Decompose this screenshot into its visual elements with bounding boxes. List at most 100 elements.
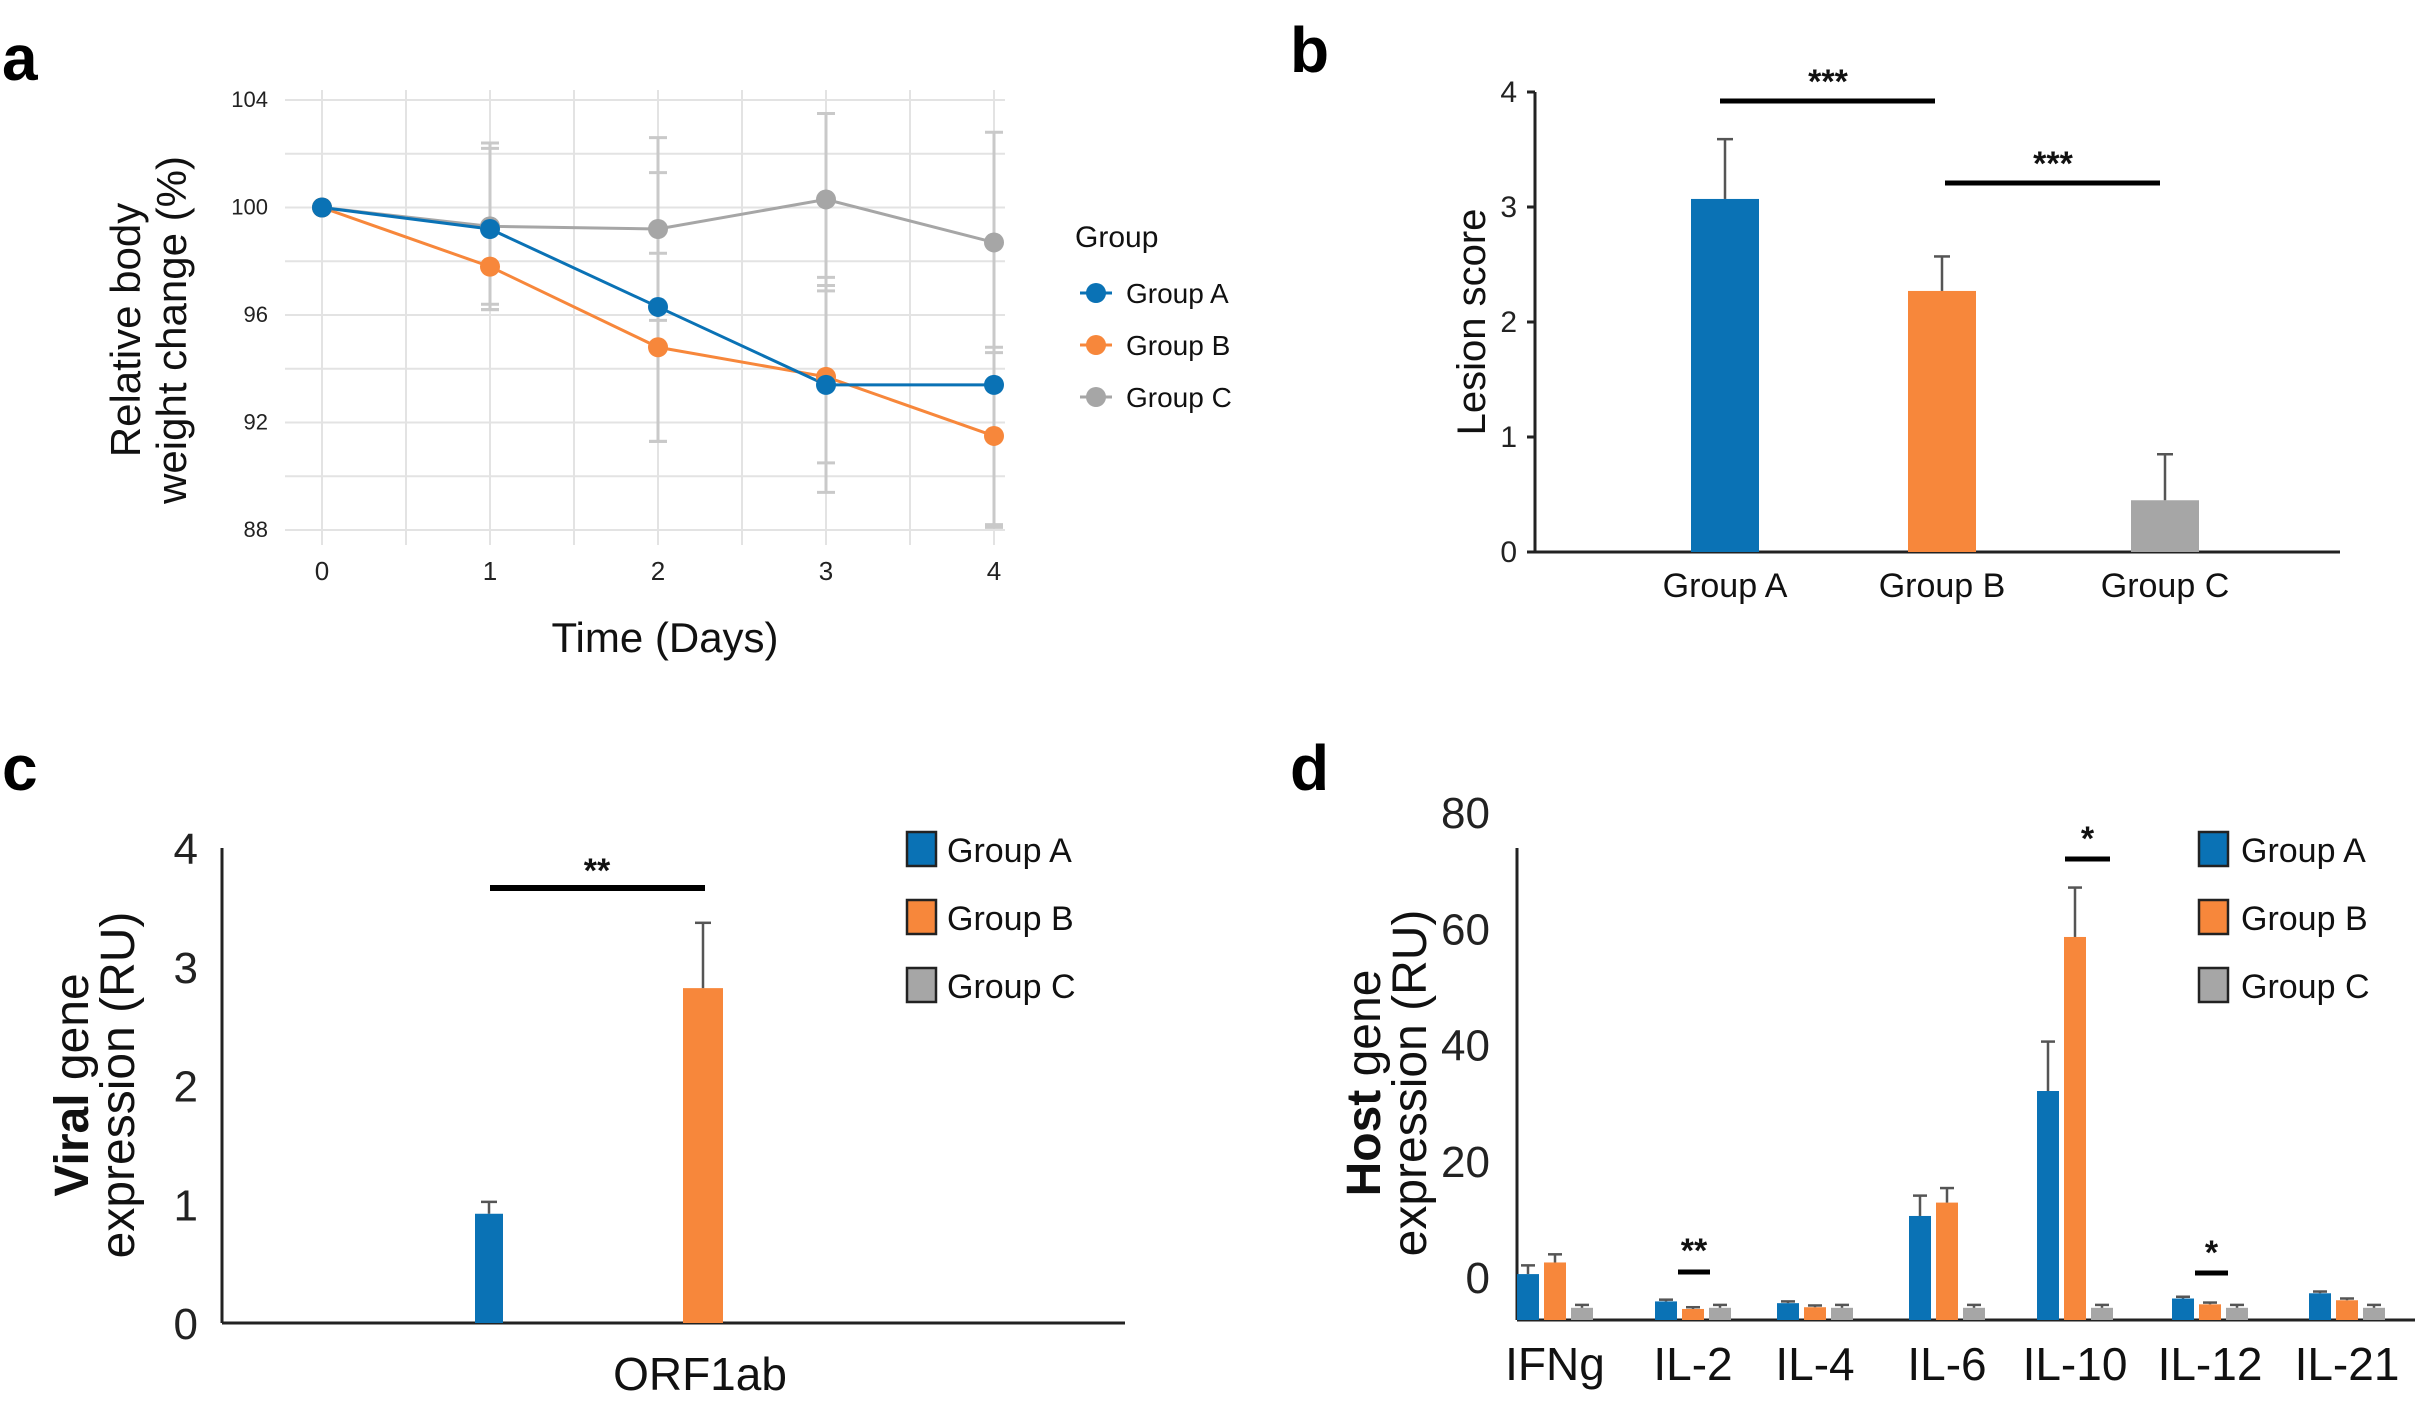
panel-a-legend-marker: [1086, 387, 1106, 407]
panel-c-y-axis-label-bold: Viral: [46, 1093, 99, 1196]
panel-d-bar: [1571, 1307, 1593, 1320]
panel-c-chart: 0 1 2 3 4 ** ORF1ab Viral gene expression (R…: [46, 825, 1125, 1400]
panel-a-y-tick-label: 96: [244, 302, 268, 327]
panel-a-x-tick-label: 1: [483, 556, 497, 586]
panel-d-bar: [2199, 1304, 2221, 1320]
panel-a-legend-marker: [1086, 335, 1106, 355]
panel-d-category-label: IFNg: [1505, 1338, 1605, 1390]
panel-c-bars: [475, 921, 723, 1323]
panel-d-bar: [1909, 1215, 1931, 1320]
panel-d-significance-label: **: [1681, 1232, 1708, 1270]
panel-d-bar: [1804, 1307, 1826, 1320]
panel-d-y-tick-label: 80: [1441, 789, 1490, 838]
panel-b-y-axis-label: Lesion score: [1450, 209, 1494, 436]
panel-c-y-axis-label-line1: Viral gene: [46, 973, 99, 1196]
panel-a-y-axis-label-line2: weight change (%): [148, 156, 195, 505]
panel-b-category-label: Group B: [1879, 567, 2006, 605]
panel-a-y-tick-label: 92: [244, 410, 268, 435]
panel-b-category-label: Group A: [1663, 567, 1788, 605]
panel-a-x-tick-label: 2: [651, 556, 665, 586]
panel-c-y-tick-label: 4: [174, 825, 198, 874]
panel-c-significance-label: **: [584, 852, 611, 890]
panel-b-y-tick-label: 4: [1500, 76, 1517, 109]
panel-a-chart: 88 92 96 100 104 0 1 2 3 4 Time (Days) Relative …: [102, 87, 1232, 661]
panel-a-legend-marker: [1086, 283, 1106, 303]
panel-d-category-label: IL-12: [2158, 1338, 2263, 1390]
panel-d-category-label: IL-4: [1775, 1338, 1854, 1390]
panel-d-legend: Group A Group B Group C: [2197, 830, 2370, 1006]
panel-d-bar: [2363, 1307, 2385, 1320]
panel-d-legend-swatch: [2197, 830, 2230, 868]
panel-letter-d: d: [1290, 732, 1329, 804]
panel-b-category-label: Group C: [2101, 567, 2230, 605]
panel-a-point: [480, 256, 500, 277]
panel-c-legend-swatch: [905, 898, 938, 936]
panel-c-y-axis-label-line2: expression (RU): [92, 912, 145, 1259]
panel-c-y-tick-label: 0: [174, 1300, 198, 1349]
panel-a-legend-title: Group: [1075, 221, 1158, 254]
panel-d-bars: [1517, 886, 2385, 1320]
panel-d-legend-swatch: [2197, 898, 2230, 936]
panel-a-y-ticks: 88 92 96 100 104: [231, 87, 268, 542]
panel-c-y-tick-label: 1: [174, 1181, 198, 1230]
panel-a-point: [312, 197, 332, 218]
panel-d-bar: [1831, 1307, 1853, 1320]
panel-a-x-axis-label: Time (Days): [551, 614, 778, 661]
panel-d-bar: [2336, 1300, 2358, 1320]
panel-d-bar: [1936, 1202, 1958, 1320]
panel-c-bar-group-a: [475, 1213, 503, 1323]
panel-d-category-label: IL-21: [2295, 1338, 2400, 1390]
panel-a-point: [648, 337, 668, 358]
panel-c-y-axis-label-rest: gene: [46, 973, 99, 1093]
panel-a-gridlines: [285, 90, 1005, 545]
panel-d-y-axis-label-rest: gene: [1338, 970, 1391, 1090]
panel-b-bars: [1691, 137, 2199, 552]
panel-a-point: [816, 374, 836, 395]
panel-d-bar: [1544, 1262, 1566, 1320]
panel-d-y-tick-label: 40: [1441, 1022, 1490, 1071]
panel-d-bar: [1709, 1307, 1731, 1320]
panel-d-bar: [2064, 936, 2086, 1320]
panel-d-bar: [2037, 1091, 2059, 1320]
panel-d-category-label: IL-2: [1653, 1338, 1732, 1390]
panel-a-point: [984, 425, 1004, 446]
panel-d-bar: [1963, 1307, 1985, 1320]
panel-b-bar-group-c: [2131, 500, 2199, 552]
panel-d-y-tick-label: 20: [1441, 1138, 1490, 1187]
panel-a-y-tick-label: 104: [231, 87, 268, 112]
panel-letter-a: a: [2, 22, 38, 94]
panel-b-significance-label: ***: [1808, 63, 1848, 101]
panel-letter-c: c: [2, 732, 38, 804]
panel-d-significance-label: *: [2205, 1234, 2219, 1272]
panel-a-point: [984, 232, 1004, 253]
panel-d-y-axis-label-bold: Host: [1338, 1090, 1391, 1197]
panel-a-y-axis-label-line1: Relative body: [102, 203, 149, 457]
panel-d-chart: 0 20 40 60 80 IFNg IL-2 IL-4 IL-6 IL-10 IL-12 IL-2…: [1338, 789, 2415, 1390]
panel-c-legend-swatch: [905, 966, 938, 1004]
panel-c-legend: Group A Group B Group C: [905, 830, 1076, 1006]
panel-c-significance: **: [490, 852, 705, 891]
panel-a-x-tick-label: 0: [315, 556, 329, 586]
panel-d-y-ticks: 0 20 40 60 80: [1441, 789, 1490, 1303]
panel-d-legend-label: Group B: [2241, 900, 2368, 938]
panel-c-legend-label: Group A: [947, 832, 1072, 870]
panel-b-y-tick-label: 1: [1500, 421, 1517, 454]
panel-b-y-ticks: 0 1 2 3 4: [1500, 76, 1535, 569]
panel-a-point: [480, 219, 500, 239]
panel-a-point: [648, 296, 668, 317]
panel-d-y-axis-label-line1: Host gene: [1338, 970, 1391, 1197]
panel-a-x-tick-label: 4: [987, 556, 1001, 586]
panel-c-y-tick-label: 3: [174, 944, 198, 993]
panel-d-bar: [2309, 1293, 2331, 1320]
panel-d-y-tick-label: 60: [1441, 905, 1490, 954]
panel-b-y-tick-label: 3: [1500, 191, 1517, 224]
panel-a-legend: Group A Group B Group C: [1080, 278, 1232, 413]
panel-c-legend-label: Group C: [947, 968, 1076, 1006]
panel-b-category-labels: Group A Group B Group C: [1663, 567, 2230, 605]
panel-a-point: [816, 189, 836, 210]
panel-letter-b: b: [1290, 14, 1329, 86]
panel-a-legend-label: Group C: [1126, 382, 1232, 413]
panel-c-y-tick-label: 2: [174, 1063, 198, 1112]
panel-c-bar-group-b: [683, 988, 723, 1323]
